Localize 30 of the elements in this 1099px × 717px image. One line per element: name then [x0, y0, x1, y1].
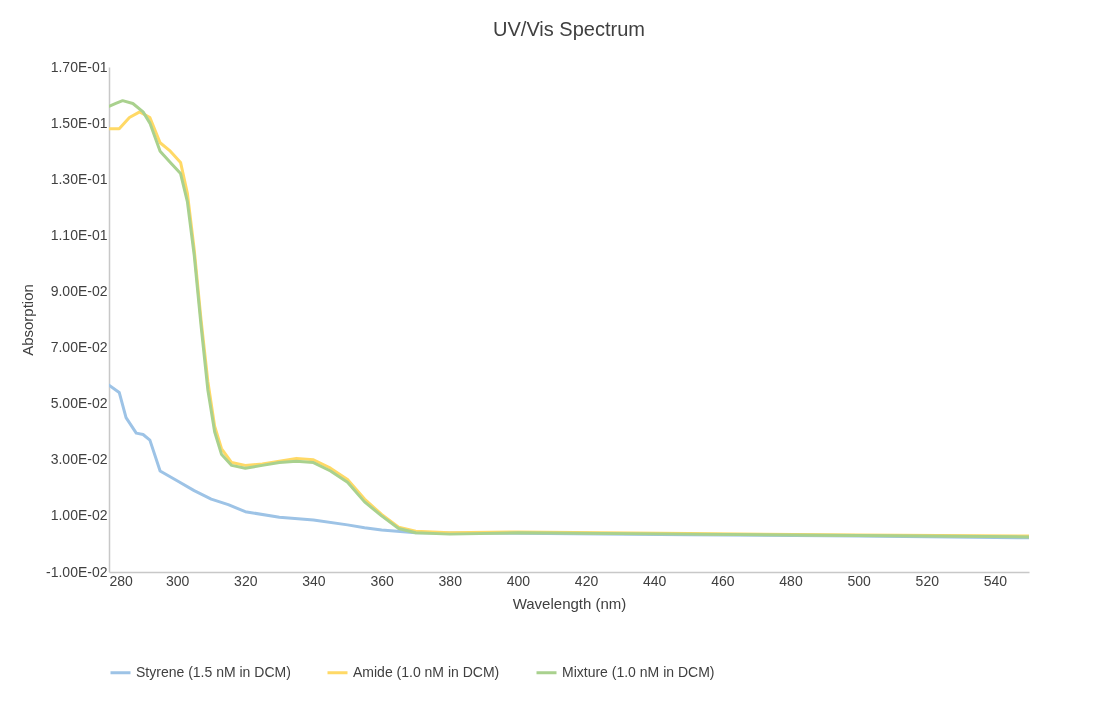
x-tick-label: 400: [506, 572, 531, 589]
y-tick-label: 1.50E-01: [50, 114, 108, 131]
y-axis-title: Absorption: [19, 284, 37, 356]
y-tick-label: -1.00E-02: [46, 563, 108, 580]
legend-label: Amide (1.0 nM in DCM): [353, 663, 500, 680]
chart-title: UV/Vis Spectrum: [493, 18, 645, 40]
x-axis-title: Wavelength (nm): [512, 594, 627, 612]
x-tick-label: 460: [711, 572, 735, 589]
y-tick-label: 5.00E-02: [50, 395, 108, 412]
x-tick-label: 280: [109, 572, 134, 589]
y-tick-label: 7.00E-02: [50, 339, 108, 356]
y-tick-label: 1.30E-01: [50, 170, 108, 187]
x-tick-label: 320: [234, 572, 258, 589]
x-tick-label: 380: [438, 572, 463, 589]
legend-label: Styrene (1.5 nM in DCM): [136, 663, 291, 680]
x-tick-label: 420: [574, 572, 599, 589]
x-tick-label: 340: [302, 572, 326, 589]
y-tick-label: 1.10E-01: [50, 226, 108, 243]
x-tick-label: 440: [643, 572, 667, 589]
y-tick-label: 3.00E-02: [50, 451, 108, 468]
y-tick-label: 1.70E-01: [50, 58, 108, 75]
x-tick-label: 500: [847, 572, 872, 589]
x-tick-label: 480: [779, 572, 803, 589]
x-tick-label: 300: [165, 572, 190, 589]
y-tick-label: 1.00E-02: [50, 507, 108, 524]
x-tick-label: 360: [370, 572, 394, 589]
x-tick-label: 540: [983, 572, 1008, 589]
x-tick-label: 520: [915, 572, 940, 589]
y-tick-label: 9.00E-02: [50, 282, 108, 299]
legend-label: Mixture (1.0 nM in DCM): [562, 663, 715, 680]
